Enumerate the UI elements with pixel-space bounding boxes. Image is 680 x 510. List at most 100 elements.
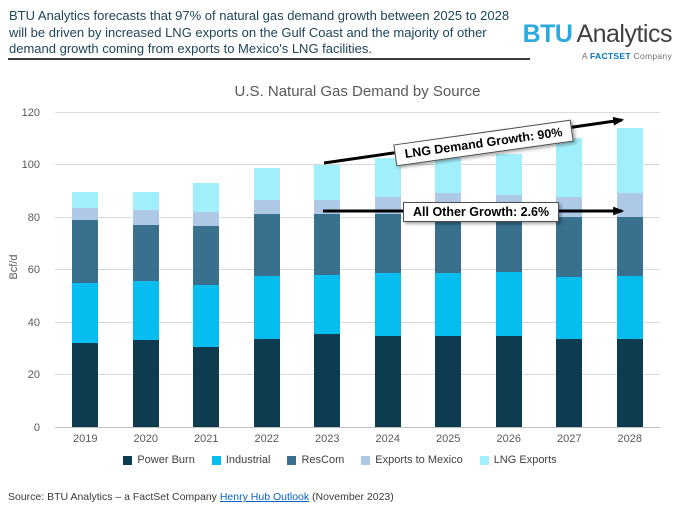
- x-tick-label-2024: 2024: [375, 433, 400, 445]
- x-axis: 2019 2020 2021 2022 2023 2024 2025 2026 2027 2028: [55, 433, 660, 447]
- y-tick-label-60: 60: [27, 264, 40, 276]
- segment-rescom-2021: [193, 226, 220, 286]
- segment-industrial-2020: [132, 281, 159, 341]
- source-text-prefix: Source: BTU Analytics – a FactSet Compan…: [8, 491, 220, 503]
- segment-rescom-2020: [132, 224, 159, 282]
- source-note: Source: BTU Analytics – a FactSet Compan…: [8, 491, 394, 503]
- segment-exports-to-mexico-2027: [556, 197, 583, 217]
- segment-lng-exports-2027: [556, 138, 583, 198]
- segment-rescom-2024: [374, 214, 401, 274]
- segment-lng-exports-2028: [616, 127, 643, 194]
- x-tick-label-2027: 2027: [557, 433, 582, 445]
- x-tick-label-2019: 2019: [73, 433, 98, 445]
- y-axis-label: Bcf/d: [8, 254, 20, 280]
- segment-exports-to-mexico-2028: [616, 193, 643, 217]
- segment-industrial-2021: [193, 285, 220, 347]
- segment-industrial-2026: [495, 272, 522, 337]
- bar-2025: [435, 157, 462, 427]
- henry-hub-outlook-link[interactable]: Henry Hub Outlook: [219, 491, 310, 503]
- segment-industrial-2024: [374, 273, 401, 337]
- segment-lng-exports-2026: [495, 154, 522, 195]
- gridline-60: [55, 269, 660, 270]
- segment-power-burn-2025: [435, 336, 462, 427]
- segment-industrial-2019: [72, 282, 99, 343]
- header-divider: [8, 58, 530, 60]
- gridline-100: [55, 164, 660, 165]
- legend-label-rescom: ResCom: [301, 454, 345, 466]
- bar-2021: [193, 182, 220, 427]
- x-tick-label-2021: 2021: [194, 433, 219, 445]
- segment-power-burn-2027: [556, 339, 583, 427]
- segment-exports-to-mexico-2022: [253, 199, 280, 215]
- segment-power-burn-2019: [72, 343, 99, 427]
- segment-exports-to-mexico-2020: [132, 210, 159, 225]
- legend-item-lng-exports: LNG Exports: [479, 454, 557, 466]
- segment-power-burn-2028: [616, 339, 643, 427]
- legend-swatch-rescom: [287, 455, 297, 465]
- bar-2023: [314, 164, 341, 427]
- legend-item-power-burn: Power Burn: [123, 454, 195, 466]
- tagline-company: Company: [633, 51, 672, 61]
- segment-industrial-2025: [435, 273, 462, 337]
- segment-lng-exports-2019: [72, 192, 99, 208]
- header-summary: BTU Analytics forecasts that 97% of natu…: [9, 8, 510, 56]
- bar-2027: [556, 138, 583, 427]
- y-axis: 0 20 40 60 80 100 120: [0, 107, 48, 434]
- legend-item-industrial: Industrial: [211, 454, 271, 466]
- logo-analytics-text: Analytics: [576, 20, 672, 48]
- x-tick-label-2020: 2020: [133, 433, 158, 445]
- legend-label-industrial: Industrial: [225, 454, 271, 466]
- y-tick-label-100: 100: [21, 159, 40, 171]
- segment-exports-to-mexico-2021: [193, 211, 220, 227]
- legend-label-exports-to-mexico: Exports to Mexico: [375, 454, 463, 466]
- segment-industrial-2028: [616, 276, 643, 340]
- segment-industrial-2023: [314, 274, 341, 334]
- logo-btu-text: BTU: [522, 20, 573, 48]
- legend: Power Burn Industrial ResCom Exports to Mex…: [0, 454, 680, 466]
- btu-analytics-logo: BTU Analytics A FACTSET Company: [522, 20, 673, 62]
- bar-2026: [495, 154, 522, 427]
- legend-swatch-lng-exports: [479, 455, 489, 465]
- segment-power-burn-2026: [495, 336, 522, 427]
- segment-rescom-2022: [253, 214, 280, 277]
- x-tick-label-2025: 2025: [436, 433, 461, 445]
- bar-2019: [72, 192, 99, 427]
- segment-lng-exports-2023: [314, 164, 341, 200]
- legend-label-lng-exports: LNG Exports: [493, 454, 557, 466]
- y-tick-label-120: 120: [21, 106, 40, 119]
- gridline-20: [55, 374, 660, 375]
- segment-lng-exports-2020: [132, 192, 159, 211]
- segment-rescom-2019: [72, 219, 99, 283]
- segment-lng-exports-2022: [253, 168, 280, 200]
- legend-item-exports-to-mexico: Exports to Mexico: [361, 454, 463, 466]
- bar-2022: [253, 168, 280, 427]
- x-tick-label-2022: 2022: [254, 433, 279, 445]
- segment-power-burn-2022: [253, 339, 280, 427]
- x-tick-label-2028: 2028: [617, 433, 642, 445]
- logo-wordmark: BTU Analytics: [522, 20, 673, 48]
- tagline-a: A: [581, 51, 588, 61]
- bar-2020: [132, 192, 159, 427]
- legend-swatch-power-burn: [123, 455, 133, 465]
- bar-2028: [616, 127, 643, 427]
- logo-tagline: A FACTSET Company: [523, 51, 672, 61]
- bar-2024: [374, 157, 401, 427]
- segment-industrial-2027: [556, 277, 583, 340]
- gridline-120: [55, 111, 660, 113]
- segment-lng-exports-2025: [435, 157, 462, 194]
- segment-rescom-2023: [314, 214, 341, 275]
- gridline-80: [55, 216, 660, 218]
- segment-rescom-2027: [556, 217, 583, 278]
- segment-exports-to-mexico-2023: [314, 199, 341, 215]
- y-tick-label-40: 40: [27, 316, 40, 329]
- legend-swatch-industrial: [211, 455, 221, 465]
- segment-lng-exports-2021: [193, 182, 220, 212]
- segment-exports-to-mexico-2024: [374, 197, 401, 215]
- y-tick-label-80: 80: [27, 211, 40, 224]
- x-tick-label-2026: 2026: [496, 433, 521, 445]
- segment-power-burn-2023: [314, 333, 341, 427]
- plot-area: [55, 111, 660, 428]
- x-tick-label-2023: 2023: [315, 433, 340, 445]
- chart-title: U.S. Natural Gas Demand by Source: [234, 83, 481, 100]
- segment-power-burn-2021: [193, 346, 220, 427]
